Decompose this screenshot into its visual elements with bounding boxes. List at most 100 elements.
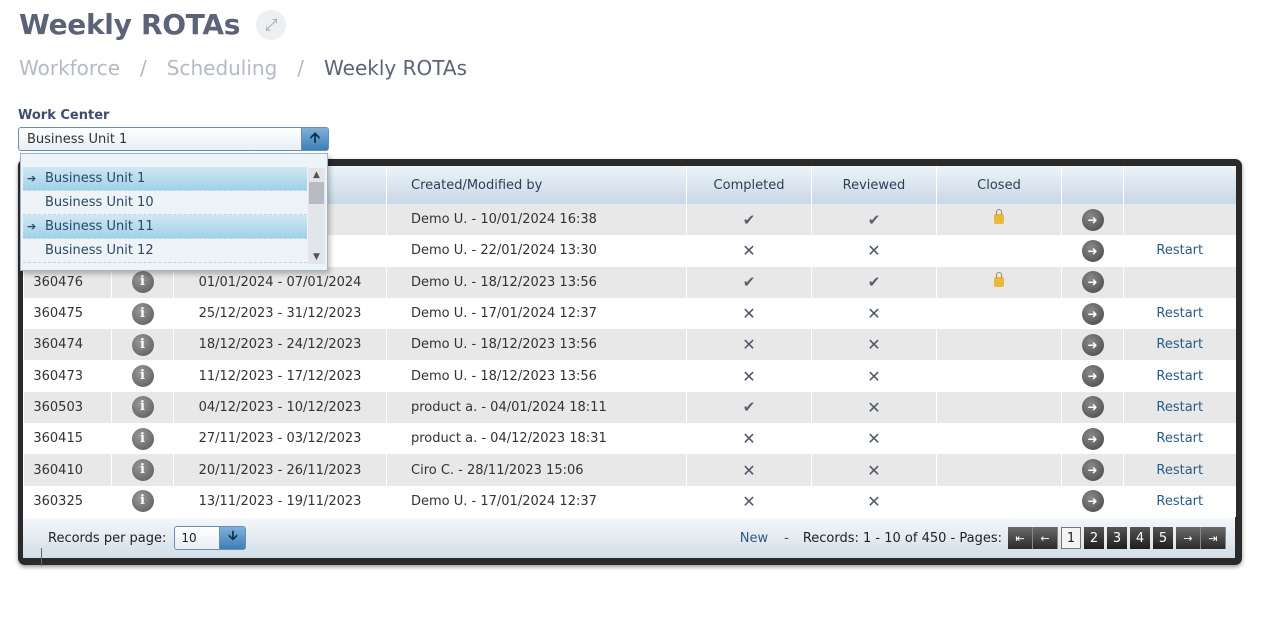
- next-page-icon[interactable]: →: [1176, 527, 1201, 549]
- arrow-right-circle-icon[interactable]: ➜: [1081, 239, 1104, 262]
- page-number[interactable]: 1: [1061, 527, 1081, 549]
- table-row[interactable]: 360415 i 27/11/2023 - 03/12/2023 product a.…: [23, 423, 1236, 455]
- page-number[interactable]: 5: [1153, 527, 1173, 549]
- work-center-select[interactable]: Business Unit 1 🡩: [18, 127, 329, 151]
- dropdown-option[interactable]: Business Unit 10: [23, 191, 307, 215]
- last-page-icon[interactable]: ⇥: [1201, 527, 1226, 549]
- cross-icon: ✕: [867, 397, 881, 417]
- cell-id: 360474: [23, 329, 112, 361]
- cell-created: Demo U. - 22/01/2024 13:30: [386, 235, 687, 267]
- table-row[interactable]: 360325 i 13/11/2023 - 19/11/2023 Demo U. - …: [23, 485, 1236, 517]
- restart-link[interactable]: Restart: [1156, 337, 1204, 353]
- arrow-right-circle-icon[interactable]: ➜: [1081, 302, 1104, 325]
- info-icon[interactable]: i: [131, 427, 154, 450]
- cell-reviewed: ✕: [811, 297, 937, 330]
- info-icon[interactable]: i: [131, 365, 154, 388]
- records-per-page-label: Records per page:: [48, 530, 167, 546]
- pager-next-last: → ⇥: [1176, 527, 1226, 549]
- dropdown-option[interactable]: ➔ Business Unit 1: [23, 167, 307, 191]
- col-header-created[interactable]: Created/Modified by: [386, 166, 687, 204]
- cell-id: 360473: [23, 360, 112, 392]
- table-row[interactable]: 360475 i 25/12/2023 - 31/12/2023 Demo U. - …: [23, 297, 1236, 330]
- cell-action: Restart: [1123, 423, 1236, 455]
- records-per-page-select[interactable]: 10 🡫: [174, 526, 247, 550]
- dropdown-option[interactable]: Business Unit 12: [23, 239, 307, 263]
- info-icon[interactable]: i: [131, 396, 154, 419]
- pager: New - Records: 1 - 10 of 450 - Pages: ⇤ …: [740, 518, 1226, 558]
- col-header-reviewed[interactable]: Reviewed: [811, 166, 937, 204]
- table-row[interactable]: 360473 i 11/12/2023 - 17/12/2023 Demo U. - …: [23, 360, 1236, 392]
- arrow-right-circle-icon[interactable]: ➜: [1081, 271, 1104, 294]
- new-link[interactable]: New: [739, 530, 769, 546]
- page-number[interactable]: 4: [1130, 527, 1150, 549]
- cell-reviewed: ✕: [811, 391, 937, 424]
- cell-completed: ✕: [686, 423, 812, 455]
- chevron-up-icon[interactable]: 🡩: [301, 128, 328, 150]
- dropdown-option-label: Business Unit 11: [45, 219, 154, 234]
- col-header-action: [1123, 166, 1236, 204]
- arrow-right-circle-icon[interactable]: ➜: [1081, 208, 1104, 231]
- restart-link[interactable]: Restart: [1156, 243, 1204, 259]
- prev-page-icon[interactable]: ←: [1033, 527, 1058, 549]
- cell-reviewed: ✕: [811, 235, 937, 267]
- table-row[interactable]: 360410 i 20/11/2023 - 26/11/2023 Ciro C. - …: [23, 454, 1236, 486]
- cell-period: 20/11/2023 - 26/11/2023: [173, 454, 387, 486]
- breadcrumb: Workforce / Scheduling / Weekly ROTAs: [19, 56, 467, 80]
- cell-reviewed: ✕: [811, 329, 937, 361]
- arrow-right-circle-icon[interactable]: ➜: [1081, 365, 1104, 388]
- work-center-value[interactable]: Business Unit 1: [27, 131, 128, 147]
- lock-icon: [994, 209, 1004, 225]
- arrow-right-circle-icon[interactable]: ➜: [1081, 459, 1104, 482]
- cell-reviewed: ✔: [811, 204, 937, 236]
- col-header-completed[interactable]: Completed: [686, 166, 812, 204]
- table-row[interactable]: 360476 i 01/01/2024 - 07/01/2024 Demo U. - …: [23, 266, 1236, 298]
- page-number[interactable]: 2: [1084, 527, 1104, 549]
- table-row[interactable]: 360503 i 04/12/2023 - 10/12/2023 product a.…: [23, 391, 1236, 424]
- cross-icon: ✕: [867, 460, 881, 480]
- dropdown-option[interactable]: ➔ Business Unit 11: [23, 215, 307, 239]
- restart-link[interactable]: Restart: [1156, 306, 1204, 322]
- dropdown-scrollbar[interactable]: ▲ ▼: [308, 168, 325, 264]
- chevron-down-icon[interactable]: 🡫: [219, 527, 246, 549]
- scroll-down-icon[interactable]: ▼: [313, 252, 320, 262]
- cross-icon: ✕: [867, 429, 881, 449]
- cell-completed: ✔: [686, 204, 812, 236]
- expand-icon[interactable]: ⤢: [256, 9, 287, 40]
- table-row[interactable]: 360474 i 18/12/2023 - 24/12/2023 Demo U. - …: [23, 329, 1236, 361]
- breadcrumb-workforce[interactable]: Workforce: [19, 56, 121, 80]
- scroll-thumb[interactable]: [309, 182, 324, 204]
- cell-id: 360476: [23, 266, 112, 298]
- breadcrumb-scheduling[interactable]: Scheduling: [166, 56, 278, 80]
- cross-icon: ✕: [867, 304, 881, 324]
- cell-completed: ✕: [686, 329, 812, 361]
- first-page-icon[interactable]: ⇤: [1008, 527, 1033, 549]
- cell-go: ➜: [1061, 266, 1124, 298]
- info-icon[interactable]: i: [131, 333, 154, 356]
- cell-go: ➜: [1061, 360, 1124, 392]
- info-icon[interactable]: i: [131, 271, 154, 294]
- dropdown-option-label: Business Unit 12: [45, 243, 154, 258]
- arrow-right-circle-icon[interactable]: ➜: [1081, 333, 1104, 356]
- arrow-right-circle-icon[interactable]: ➜: [1081, 490, 1104, 513]
- info-icon[interactable]: i: [131, 459, 154, 482]
- restart-link[interactable]: Restart: [1156, 431, 1204, 447]
- cell-period: 01/01/2024 - 07/01/2024: [173, 266, 387, 298]
- page-number[interactable]: 3: [1107, 527, 1127, 549]
- cell-info: i: [111, 329, 174, 361]
- arrow-right-circle-icon[interactable]: ➜: [1081, 427, 1104, 450]
- cell-go: ➜: [1061, 235, 1124, 267]
- info-icon[interactable]: i: [131, 302, 154, 325]
- cell-closed: [936, 485, 1062, 517]
- restart-link[interactable]: Restart: [1156, 462, 1204, 478]
- records-per-page-value[interactable]: 10: [181, 531, 197, 545]
- col-header-closed[interactable]: Closed: [936, 166, 1062, 204]
- restart-link[interactable]: Restart: [1156, 399, 1204, 415]
- restart-link[interactable]: Restart: [1156, 368, 1204, 384]
- info-icon[interactable]: i: [131, 490, 154, 513]
- restart-link[interactable]: Restart: [1156, 493, 1204, 509]
- scroll-up-icon[interactable]: ▲: [313, 170, 320, 180]
- cell-completed: ✕: [686, 360, 812, 392]
- cell-action: Restart: [1123, 329, 1236, 361]
- arrow-right-circle-icon[interactable]: ➜: [1081, 396, 1104, 419]
- title-row: Weekly ROTAs ⤢: [19, 8, 287, 41]
